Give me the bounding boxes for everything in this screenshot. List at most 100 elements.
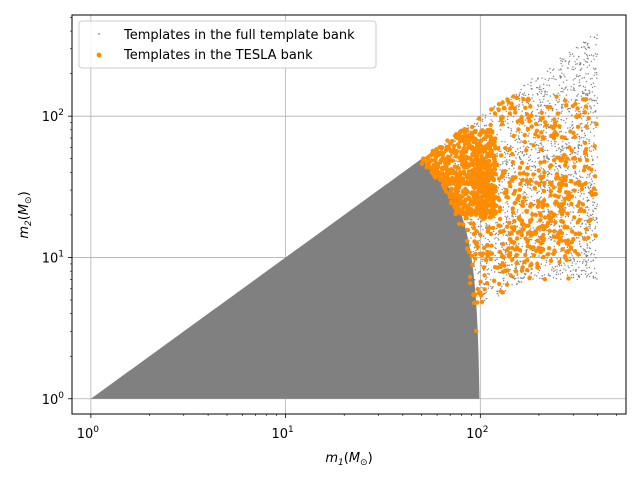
full-bank-point bbox=[536, 275, 538, 277]
full-bank-point bbox=[584, 157, 587, 159]
full-bank-point bbox=[518, 103, 520, 106]
full-bank-point bbox=[586, 57, 588, 59]
tesla-bank-point bbox=[538, 240, 543, 245]
full-bank-point bbox=[586, 196, 588, 199]
tesla-bank-point bbox=[536, 203, 541, 208]
full-bank-point bbox=[564, 264, 566, 266]
full-bank-point bbox=[511, 264, 513, 266]
full-bank-point bbox=[537, 112, 540, 114]
tesla-bank-point bbox=[582, 209, 587, 214]
tesla-bank-point bbox=[496, 176, 502, 181]
tesla-bank-point bbox=[470, 262, 475, 267]
tesla-bank-point bbox=[473, 137, 479, 143]
full-bank-point bbox=[553, 78, 555, 80]
tesla-bank-point bbox=[490, 129, 495, 134]
full-bank-point bbox=[583, 220, 586, 222]
full-bank-point bbox=[518, 95, 520, 97]
full-bank-point bbox=[531, 78, 533, 80]
full-bank-point bbox=[501, 246, 503, 248]
full-bank-point bbox=[582, 198, 584, 200]
full-bank-point bbox=[589, 275, 591, 278]
tesla-bank-point bbox=[572, 134, 577, 140]
tesla-bank-point bbox=[476, 211, 482, 216]
tesla-bank-point bbox=[575, 203, 581, 208]
full-bank-point bbox=[514, 139, 516, 142]
full-bank-point bbox=[561, 196, 564, 198]
full-bank-point bbox=[530, 149, 533, 151]
full-bank-point bbox=[568, 60, 571, 62]
full-bank-point bbox=[576, 95, 578, 97]
full-bank-point bbox=[518, 152, 520, 154]
tesla-bank-point bbox=[492, 111, 498, 116]
full-bank-point bbox=[565, 269, 567, 271]
tesla-bank-point bbox=[525, 165, 530, 171]
full-bank-point bbox=[517, 273, 519, 275]
tesla-bank-point bbox=[474, 328, 479, 334]
full-bank-point bbox=[589, 131, 592, 133]
full-bank-point bbox=[531, 110, 534, 113]
full-bank-point bbox=[557, 92, 559, 95]
full-bank-point bbox=[566, 233, 568, 236]
full-bank-point bbox=[594, 226, 597, 228]
full-bank-point bbox=[512, 181, 514, 183]
full-bank-point bbox=[482, 114, 484, 116]
full-bank-point bbox=[572, 269, 574, 271]
full-bank-point bbox=[586, 176, 588, 179]
full-bank-point bbox=[591, 230, 593, 232]
tesla-bank-point bbox=[484, 162, 490, 167]
full-bank-point bbox=[543, 104, 546, 107]
full-bank-point bbox=[519, 151, 522, 153]
full-bank-point bbox=[551, 269, 553, 271]
tesla-bank-point bbox=[511, 191, 517, 196]
full-bank-point bbox=[579, 123, 582, 125]
full-bank-point bbox=[568, 174, 570, 176]
full-bank-point bbox=[589, 214, 591, 216]
full-bank-point bbox=[583, 132, 586, 134]
tesla-bank-point bbox=[482, 287, 487, 292]
tesla-bank-point bbox=[564, 257, 569, 263]
full-bank-point bbox=[481, 220, 483, 222]
full-bank-point bbox=[567, 168, 569, 170]
tesla-bank-point bbox=[426, 160, 432, 166]
full-bank-point bbox=[565, 146, 568, 149]
full-bank-point bbox=[567, 108, 570, 110]
full-bank-point bbox=[523, 154, 525, 156]
full-bank-point bbox=[471, 219, 473, 221]
full-bank-point bbox=[480, 264, 482, 266]
tesla-bank-point bbox=[452, 176, 457, 182]
full-bank-point bbox=[539, 277, 541, 279]
full-bank-point bbox=[518, 138, 521, 141]
full-bank-point bbox=[496, 155, 499, 157]
full-bank-point bbox=[536, 221, 538, 223]
tesla-bank-point bbox=[572, 249, 578, 254]
tesla-bank-point bbox=[484, 281, 490, 286]
full-bank-point bbox=[489, 250, 492, 252]
full-bank-point bbox=[499, 129, 502, 131]
full-bank-point bbox=[547, 233, 550, 236]
full-bank-point bbox=[572, 79, 575, 81]
full-bank-point bbox=[581, 222, 584, 224]
full-bank-point bbox=[525, 153, 528, 155]
tesla-bank-point bbox=[559, 218, 564, 224]
full-bank-point bbox=[585, 94, 587, 96]
full-bank-point bbox=[542, 87, 545, 90]
full-bank-point bbox=[571, 68, 573, 71]
tesla-bank-point bbox=[525, 231, 531, 236]
full-bank-point bbox=[568, 205, 570, 207]
tesla-bank-point bbox=[526, 96, 531, 102]
full-bank-point bbox=[456, 169, 458, 172]
full-bank-point bbox=[515, 244, 517, 246]
full-bank-point bbox=[563, 58, 565, 60]
full-bank-point bbox=[578, 102, 580, 105]
full-bank-point bbox=[586, 244, 589, 247]
full-bank-point bbox=[592, 209, 594, 211]
full-bank-point bbox=[574, 172, 576, 175]
full-bank-point bbox=[504, 251, 507, 254]
tesla-bank-point bbox=[532, 230, 538, 235]
full-bank-point bbox=[548, 211, 550, 214]
tesla-bank-point bbox=[510, 257, 515, 262]
full-bank-point bbox=[572, 175, 575, 177]
full-bank-point bbox=[549, 168, 551, 171]
tesla-bank-point bbox=[565, 211, 570, 216]
full-bank-point bbox=[547, 115, 550, 117]
